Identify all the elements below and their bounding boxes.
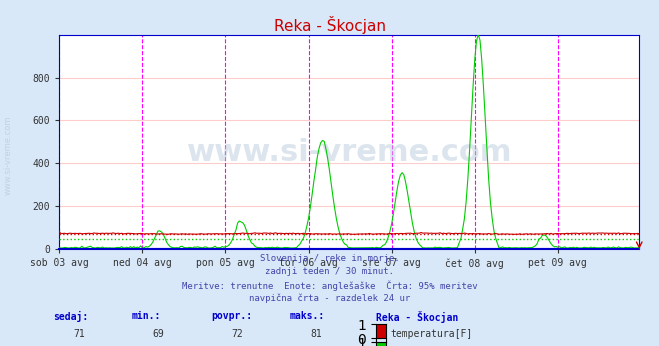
Text: maks.:: maks.: bbox=[290, 311, 325, 321]
Text: navpična črta - razdelek 24 ur: navpična črta - razdelek 24 ur bbox=[249, 294, 410, 303]
Text: 71: 71 bbox=[73, 329, 85, 339]
Text: zadnji teden / 30 minut.: zadnji teden / 30 minut. bbox=[265, 267, 394, 276]
Text: Reka - Škocjan: Reka - Škocjan bbox=[273, 16, 386, 34]
Text: sedaj:: sedaj: bbox=[53, 311, 88, 322]
Text: Meritve: trenutne  Enote: anglešaške  Črta: 95% meritev: Meritve: trenutne Enote: anglešaške Črta… bbox=[182, 281, 477, 291]
Text: 69: 69 bbox=[152, 329, 164, 339]
Text: temperatura[F]: temperatura[F] bbox=[390, 329, 473, 339]
Text: www.si-vreme.com: www.si-vreme.com bbox=[186, 138, 512, 167]
Text: min.:: min.: bbox=[132, 311, 161, 321]
Text: Slovenija / reke in morje.: Slovenija / reke in morje. bbox=[260, 254, 399, 263]
Text: Reka - Škocjan: Reka - Škocjan bbox=[376, 311, 458, 324]
Text: povpr.:: povpr.: bbox=[211, 311, 252, 321]
Text: www.si-vreme.com: www.si-vreme.com bbox=[3, 116, 13, 195]
Text: 72: 72 bbox=[231, 329, 243, 339]
Text: 81: 81 bbox=[310, 329, 322, 339]
